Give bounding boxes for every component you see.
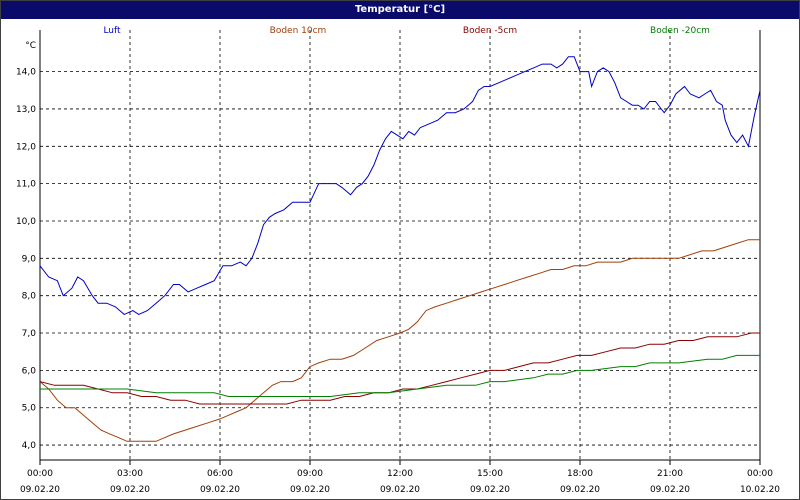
y-tick-label: 8,0 bbox=[22, 292, 37, 302]
x-tick-date: 09.02.20 bbox=[560, 485, 600, 495]
series-line bbox=[40, 354, 760, 397]
x-tick-date: 09.02.20 bbox=[380, 485, 420, 495]
y-tick-label: 4,0 bbox=[22, 441, 37, 451]
y-tick-label: 9,0 bbox=[22, 254, 37, 264]
y-tick-label: 14,0 bbox=[16, 68, 36, 78]
x-tick-date: 09.02.20 bbox=[110, 485, 150, 495]
x-tick-time: 15:00 bbox=[477, 469, 503, 479]
series-line bbox=[40, 239, 760, 442]
y-tick-label: 7,0 bbox=[22, 329, 37, 339]
x-tick-time: 06:00 bbox=[207, 469, 233, 479]
y-tick-label: 5,0 bbox=[22, 404, 37, 414]
y-tick-label: 11,0 bbox=[16, 180, 36, 190]
legend-entry: Boden -20cm bbox=[650, 26, 710, 36]
x-tick-time: 00:00 bbox=[747, 469, 773, 479]
x-tick-date: 09.02.20 bbox=[20, 485, 60, 495]
x-tick-date: 09.02.20 bbox=[290, 485, 330, 495]
y-axis-unit: °C bbox=[25, 41, 36, 51]
series-line bbox=[40, 56, 760, 315]
y-tick-label: 10,0 bbox=[16, 217, 36, 227]
y-tick-label: 13,0 bbox=[16, 105, 36, 115]
x-tick-time: 03:00 bbox=[117, 469, 143, 479]
x-tick-time: 18:00 bbox=[567, 469, 593, 479]
series-line bbox=[40, 332, 760, 405]
legend-entry: Boden 10cm bbox=[270, 26, 327, 36]
x-tick-date: 09.02.20 bbox=[200, 485, 240, 495]
legend-entry: Boden -5cm bbox=[463, 26, 517, 36]
x-tick-time: 00:00 bbox=[27, 469, 53, 479]
x-tick-time: 09:00 bbox=[297, 469, 323, 479]
legend-entry: Luft bbox=[103, 26, 121, 36]
x-tick-date: 10.02.20 bbox=[740, 485, 780, 495]
x-tick-time: 12:00 bbox=[387, 469, 413, 479]
x-tick-date: 09.02.20 bbox=[650, 485, 690, 495]
y-tick-label: 6,0 bbox=[22, 366, 37, 376]
x-tick-date: 09.02.20 bbox=[470, 485, 510, 495]
y-tick-label: 12,0 bbox=[16, 142, 36, 152]
window-title: Temperatur [°C] bbox=[1, 1, 799, 19]
x-tick-time: 21:00 bbox=[657, 469, 683, 479]
